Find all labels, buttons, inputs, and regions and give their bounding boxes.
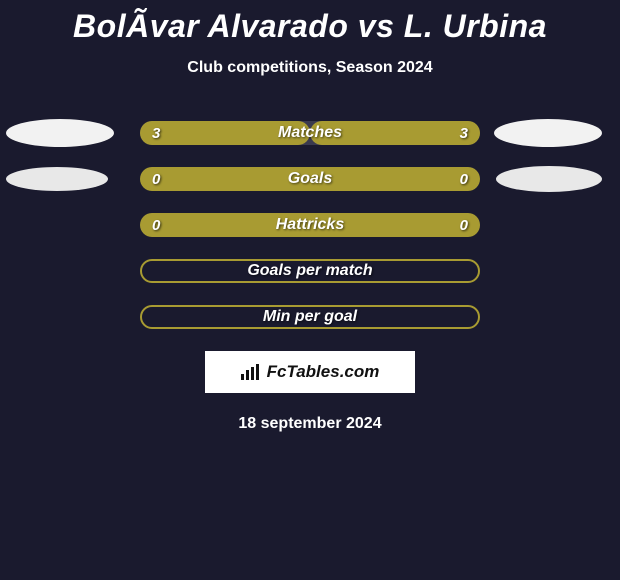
- player-left-marker: [6, 119, 114, 147]
- stat-bar: Goals per match: [140, 259, 480, 283]
- stat-bar: Min per goal: [140, 305, 480, 329]
- stat-value-left: 3: [152, 125, 160, 142]
- stat-row: 0 0 Hattricks: [0, 213, 620, 237]
- watermark-badge: FcTables.com: [205, 351, 415, 393]
- watermark-text: FcTables.com: [267, 362, 380, 382]
- stat-value-right: 3: [460, 125, 468, 142]
- stat-row: 0 0 Goals: [0, 167, 620, 191]
- player-left-marker: [6, 167, 108, 191]
- stat-bar: 3 3 Matches: [140, 121, 480, 145]
- chart-icon: [241, 364, 261, 380]
- stat-row: Min per goal: [0, 305, 620, 329]
- stat-label: Goals per match: [247, 262, 372, 280]
- comparison-rows: 3 3 Matches 0 0 Goals 0 0 Hattricks Goals per mat…: [0, 121, 620, 329]
- stat-row: 3 3 Matches: [0, 121, 620, 145]
- stat-bar: 0 0 Goals: [140, 167, 480, 191]
- stat-bar: 0 0 Hattricks: [140, 213, 480, 237]
- stat-value-right: 0: [460, 217, 468, 234]
- player-right-marker: [494, 119, 602, 147]
- stat-label: Goals: [288, 170, 332, 188]
- stat-value-left: 0: [152, 171, 160, 188]
- subtitle: Club competitions, Season 2024: [0, 59, 620, 77]
- stat-label: Matches: [278, 124, 342, 142]
- stat-value-left: 0: [152, 217, 160, 234]
- stat-label: Hattricks: [276, 216, 344, 234]
- stat-label: Min per goal: [263, 308, 357, 326]
- player-right-marker: [496, 166, 602, 192]
- date-text: 18 september 2024: [0, 415, 620, 433]
- stat-row: Goals per match: [0, 259, 620, 283]
- stat-value-right: 0: [460, 171, 468, 188]
- page-title: BolÃ­var Alvarado vs L. Urbina: [0, 0, 620, 45]
